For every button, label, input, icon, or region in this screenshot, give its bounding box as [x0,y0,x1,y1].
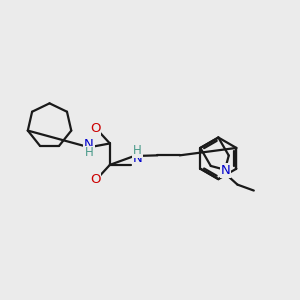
Text: N: N [221,164,230,177]
Text: O: O [90,122,100,135]
Text: H: H [133,144,142,157]
Text: O: O [90,173,100,186]
Text: N: N [133,152,142,165]
Text: N: N [84,138,94,151]
Text: H: H [85,146,94,160]
